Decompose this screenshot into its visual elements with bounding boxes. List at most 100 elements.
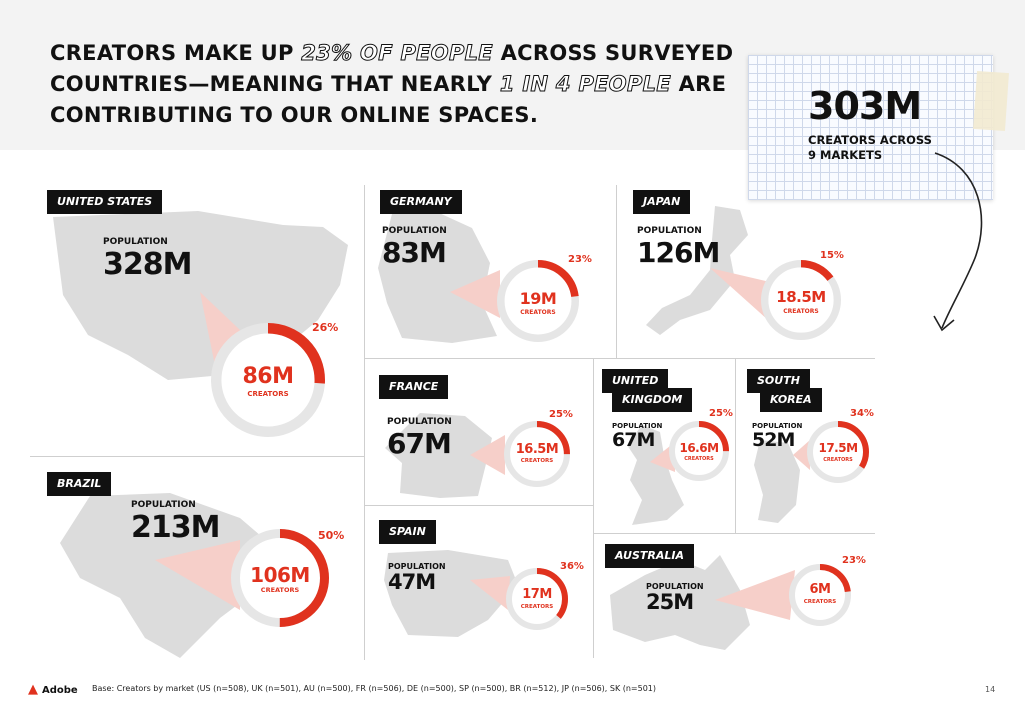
population-value-germany: 83M xyxy=(382,236,447,269)
population-value-france: 67M xyxy=(387,427,452,460)
divider xyxy=(616,185,617,358)
south-korea-map-shape xyxy=(754,440,800,523)
pct-germany: 23% xyxy=(568,254,592,265)
population-label-spain: POPULATION xyxy=(388,562,446,571)
donut-japan: 18.5M CREATORS xyxy=(760,259,842,341)
country-tag-us: UNITED STATES xyxy=(47,190,163,214)
brazil-map-shape xyxy=(60,493,275,658)
divider xyxy=(365,358,875,359)
australia-map-shape xyxy=(610,555,750,650)
creators-value-france: 16.5M xyxy=(515,442,559,457)
pct-brazil: 50% xyxy=(318,529,345,542)
cone-us xyxy=(200,292,240,390)
cone-australia xyxy=(715,570,795,620)
donut-uk: 16.6M CREATORS xyxy=(668,420,730,482)
divider xyxy=(30,456,365,457)
population-label-germany: POPULATION xyxy=(382,226,447,236)
creators-value-japan: 18.5M xyxy=(776,288,826,306)
donut-france: 16.5M CREATORS xyxy=(503,420,571,488)
population-label-brazil: POPULATION xyxy=(131,500,196,510)
country-tag-sk-line2: KOREA xyxy=(760,388,822,412)
divider xyxy=(593,533,875,534)
germany-map-shape xyxy=(378,212,497,343)
donut-arc-us xyxy=(211,323,325,437)
population-value-sk: 52M xyxy=(752,429,795,451)
population-label-australia: POPULATION xyxy=(646,582,704,591)
cone-france xyxy=(470,435,505,475)
pct-france: 25% xyxy=(549,409,573,420)
country-tag-germany: GERMANY xyxy=(380,190,462,214)
creators-value-us: 86M xyxy=(242,364,294,389)
creators-label-spain: CREATORS xyxy=(520,604,554,610)
population-value-japan: 126M xyxy=(637,236,720,269)
adobe-brand-text: Adobe xyxy=(42,685,78,696)
donut-arc-germany xyxy=(496,259,580,343)
donut-sk: 17.5M CREATORS xyxy=(806,420,870,484)
country-tag-uk-line2: KINGDOM xyxy=(612,388,693,412)
donut-australia: 6M CREATORS xyxy=(788,563,852,627)
population-value-us: 328M xyxy=(103,247,192,282)
page-number: 14 xyxy=(985,685,996,694)
creators-value-australia: 6M xyxy=(809,582,831,597)
grid-paper-note xyxy=(748,55,993,200)
population-value-spain: 47M xyxy=(388,570,436,594)
population-label-sk: POPULATION xyxy=(752,422,803,430)
population-label-uk: POPULATION xyxy=(612,422,663,430)
divider xyxy=(364,185,365,660)
divider xyxy=(593,358,594,658)
cone-sk xyxy=(793,440,810,470)
cone-germany xyxy=(450,270,500,318)
donut-arc-uk xyxy=(669,421,729,481)
creators-label-germany: CREATORS xyxy=(520,309,556,316)
population-label-us: POPULATION xyxy=(103,237,168,247)
country-tag-brazil: BRAZIL xyxy=(47,472,112,496)
donut-arc-spain xyxy=(506,568,568,630)
france-map-shape xyxy=(385,413,492,498)
creators-value-brazil: 106M xyxy=(250,563,310,587)
country-tag-spain: SPAIN xyxy=(379,520,436,544)
country-tag-australia: AUSTRALIA xyxy=(605,544,694,568)
cone-brazil xyxy=(155,540,240,610)
population-value-uk: 67M xyxy=(612,429,655,451)
divider xyxy=(365,505,593,506)
population-value-brazil: 213M xyxy=(131,510,220,545)
creators-label-uk: CREATORS xyxy=(684,456,714,462)
creators-label-sk: CREATORS xyxy=(823,457,853,463)
headline-highlight-1: 23% of people xyxy=(301,41,493,66)
donut-arc-sk xyxy=(807,421,869,483)
creators-value-germany: 19M xyxy=(519,289,557,308)
adobe-logo-icon: ▲ xyxy=(28,682,38,697)
donut-spain: 17M CREATORS xyxy=(505,567,569,631)
donut-arc-brazil xyxy=(231,529,329,627)
divider xyxy=(735,358,736,534)
spain-map-shape xyxy=(384,550,518,637)
headline: Creators make up 23% of people across su… xyxy=(50,38,750,131)
japan-map-shape xyxy=(646,206,748,335)
country-tag-japan: JAPAN xyxy=(633,190,691,214)
headline-part-2: across surveyed countries—meaning that n… xyxy=(50,41,734,96)
pct-sk: 34% xyxy=(850,408,874,419)
donut-germany: 19M CREATORS xyxy=(496,259,580,343)
creators-value-sk: 17.5M xyxy=(818,441,858,455)
pct-spain: 36% xyxy=(560,561,584,572)
creators-label-france: CREATORS xyxy=(520,458,554,464)
pct-australia: 23% xyxy=(842,555,866,566)
population-label-france: POPULATION xyxy=(387,417,452,427)
donut-arc-japan xyxy=(760,259,842,341)
creators-label-brazil: CREATORS xyxy=(260,586,300,594)
headline-part-3: are contributing to our online spaces. xyxy=(50,72,727,127)
donut-arc-france xyxy=(503,420,571,488)
creators-label-japan: CREATORS xyxy=(783,308,819,315)
footnote: Base: Creators by market (US (n=508), UK… xyxy=(92,684,657,693)
creators-label-australia: CREATORS xyxy=(803,599,837,605)
population-value-australia: 25M xyxy=(646,590,694,614)
cone-spain xyxy=(470,576,510,610)
pct-japan: 15% xyxy=(820,250,844,261)
headline-highlight-2: 1 in 4 people xyxy=(499,72,671,97)
creators-value-uk: 16.6M xyxy=(679,441,719,455)
creators-value-spain: 17M xyxy=(522,587,552,602)
donut-us: 86M CREATORS xyxy=(210,322,326,438)
adobe-logo: ▲ Adobe xyxy=(28,682,78,697)
curved-arrow-icon xyxy=(933,152,983,332)
